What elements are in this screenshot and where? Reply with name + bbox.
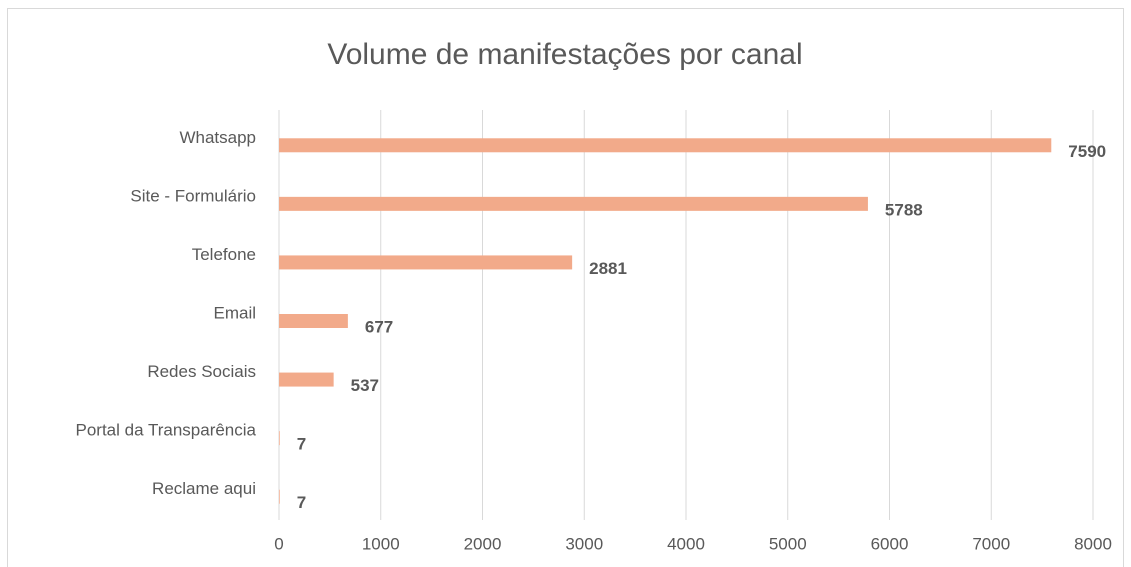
x-tick-label: 0 [274, 534, 283, 553]
value-label: 7590 [1068, 142, 1106, 161]
bar [279, 138, 1052, 153]
y-tick-label: Telefone [192, 245, 256, 264]
chart-title: Volume de manifestações por canal [327, 38, 802, 71]
bar [279, 255, 573, 270]
bar [279, 314, 348, 328]
bar [279, 489, 280, 504]
bar [279, 431, 280, 446]
x-tick-label: 7000 [972, 534, 1010, 553]
x-tick-label: 6000 [871, 534, 909, 553]
value-label: 7 [297, 493, 306, 512]
y-tick-label: Site - Formulário [130, 186, 256, 205]
bar [279, 372, 334, 387]
y-tick-label: Email [213, 303, 256, 322]
value-label: 537 [351, 376, 379, 395]
x-tick-label: 3000 [565, 534, 603, 553]
y-tick-label: Portal da Transparência [76, 421, 257, 440]
x-tick-label: 5000 [769, 534, 807, 553]
value-label: 2881 [589, 259, 627, 278]
value-label: 677 [365, 317, 393, 336]
x-tick-label: 8000 [1074, 534, 1112, 553]
y-tick-label: Redes Sociais [147, 362, 256, 381]
x-tick-label: 4000 [667, 534, 705, 553]
chart-frame [7, 8, 1124, 567]
x-tick-label: 2000 [464, 534, 502, 553]
x-tick-label: 1000 [362, 534, 400, 553]
y-tick-label: Reclame aqui [152, 479, 256, 498]
bar [279, 196, 868, 211]
y-tick-label: Whatsapp [179, 128, 256, 147]
value-label: 7 [297, 435, 306, 454]
value-label: 5788 [885, 200, 923, 219]
